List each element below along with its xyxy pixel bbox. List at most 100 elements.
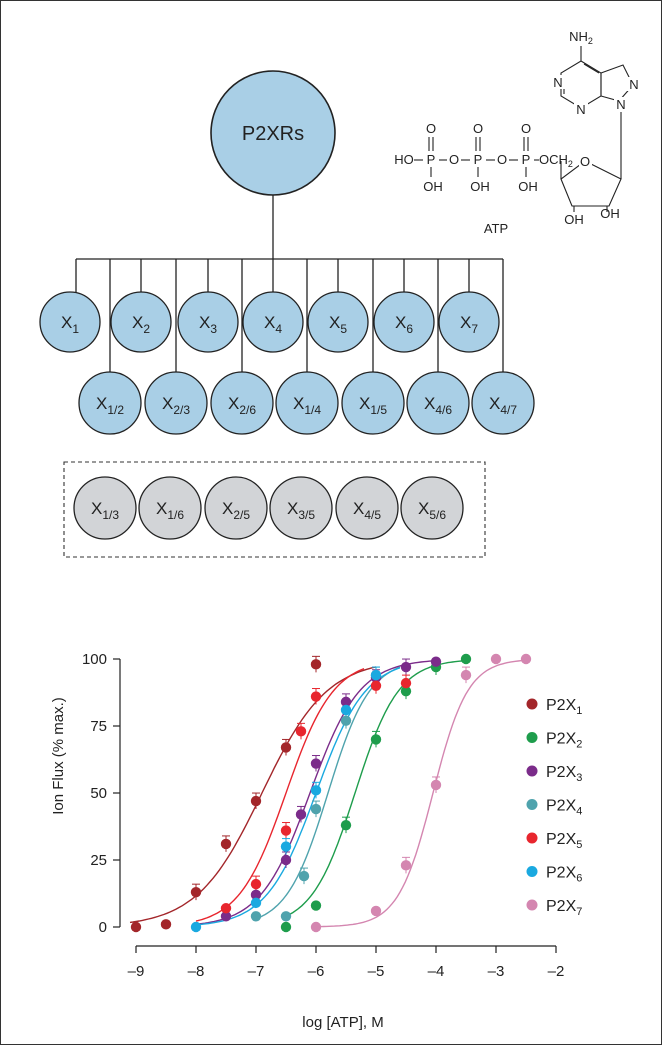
legend-item: P2X1 [527, 697, 583, 717]
heteromer-node: X1/2 [79, 372, 141, 434]
legend-item: P2X6 [527, 865, 583, 885]
x-tick-label: –4 [428, 963, 445, 980]
legend-label: P2X6 [546, 865, 582, 885]
y-tick-label: 100 [82, 651, 107, 668]
homomer-node: X2 [111, 292, 171, 352]
atp-o-top: O [521, 121, 531, 136]
putative-node: X2/5 [205, 477, 267, 539]
legend-marker [527, 799, 538, 810]
y-tick-label: 25 [90, 852, 107, 869]
data-point-p2x2 [341, 820, 351, 830]
data-point-p2x2 [311, 900, 321, 910]
data-point-p2x6 [251, 898, 261, 908]
legend-label: P2X3 [546, 764, 582, 784]
data-point-p2x5 [401, 678, 411, 688]
data-point-p2x7 [431, 780, 441, 790]
homomeric-row: X1 X2 X3 X4 X5 X6 X7 [40, 292, 499, 352]
fit-curve-p2x5 [196, 669, 364, 922]
legend-marker [527, 699, 538, 710]
y-tick-label: 0 [99, 919, 107, 936]
putative-node: X3/5 [270, 477, 332, 539]
atp-och2: OCH2 [539, 152, 573, 169]
root-label: P2XRs [242, 123, 304, 145]
heteromer-node: X1/5 [342, 372, 404, 434]
legend-marker [527, 732, 538, 743]
data-point-p2x5 [371, 681, 381, 691]
homomer-node: X3 [178, 292, 238, 352]
legend-label: P2X7 [546, 898, 582, 918]
atp-caption: ATP [484, 221, 508, 236]
atp-p3: P [522, 152, 531, 167]
y-tick-label: 50 [90, 785, 107, 802]
legend-item: P2X4 [527, 798, 583, 818]
data-point-p2x4 [251, 911, 261, 921]
data-point-p2x4 [299, 871, 309, 881]
data-point-p2x1 [131, 922, 141, 932]
heteromer-node: X2/6 [211, 372, 273, 434]
x-tick-label: –3 [488, 963, 505, 980]
data-point-p2x3 [281, 855, 291, 865]
data-point-p2x1 [281, 742, 291, 752]
atp-o-link: O [497, 152, 507, 167]
homomer-node: X1 [40, 292, 100, 352]
atp-p-oh: OH [423, 179, 443, 194]
atp-ho: HO [394, 152, 414, 167]
atp-ribose-o: O [580, 154, 590, 169]
data-point-p2x3 [431, 656, 441, 666]
data-point-p2x1 [251, 796, 261, 806]
legend-label: P2X4 [546, 798, 582, 818]
x-tick-label: –7 [248, 963, 265, 980]
data-point-p2x2 [281, 922, 291, 932]
x-axis-label: log [ATP], M [302, 1014, 383, 1031]
atp-o-top: O [426, 121, 436, 136]
atp-n9: N [616, 97, 625, 112]
legend-label: P2X5 [546, 831, 582, 851]
homomer-node: X7 [439, 292, 499, 352]
atp-n3: N [576, 102, 585, 117]
heteromer-node: X2/3 [145, 372, 207, 434]
putative-node: X5/6 [401, 477, 463, 539]
data-point-p2x5 [296, 726, 306, 736]
legend-item: P2X3 [527, 764, 583, 784]
homomer-node: X4 [243, 292, 303, 352]
data-point-p2x3 [401, 662, 411, 672]
atp-n7: N [629, 77, 638, 92]
y-axis-label: Ion Flux (% max.) [50, 697, 67, 815]
data-point-p2x5 [281, 825, 291, 835]
data-point-p2x7 [461, 670, 471, 680]
legend-item: P2X2 [527, 731, 583, 751]
data-point-p2x3 [296, 809, 306, 819]
atp-p1: P [427, 152, 436, 167]
legend-label: P2X1 [546, 697, 582, 717]
legend-marker [527, 833, 538, 844]
data-point-p2x2 [371, 734, 381, 744]
homomer-node: X6 [374, 292, 434, 352]
x-tick-label: –6 [308, 963, 325, 980]
data-point-p2x1 [161, 919, 171, 929]
chart-axes: 0 25 50 75 100 –9 –8 –7 –6 –5 –4 –3 –2 [82, 651, 564, 980]
legend-marker [527, 900, 538, 911]
x-tick-label: –8 [188, 963, 205, 980]
chart-legend: P2X1 P2X2 P2X3 P2X4 P2X5 P2X6 P2X7 [527, 697, 583, 918]
data-point-p2x7 [491, 654, 501, 664]
p2x-tree-diagram: P2XRs X1 X2 X3 X4 X5 X6 X7 X1/2 X2/3 X2/6 X1/4 X1/… [40, 71, 534, 557]
data-point-p2x7 [371, 906, 381, 916]
data-point-p2x6 [191, 922, 201, 932]
legend-marker [527, 766, 538, 777]
legend-item: P2X5 [527, 831, 583, 851]
data-point-p2x7 [311, 922, 321, 932]
putative-node: X4/5 [336, 477, 398, 539]
atp-pyrimidine-ring [561, 61, 601, 108]
data-point-p2x1 [221, 839, 231, 849]
data-point-p2x3 [311, 758, 321, 768]
x-tick-label: –5 [368, 963, 385, 980]
fit-curve-p2x6 [196, 668, 400, 925]
atp-o-top: O [473, 121, 483, 136]
legend-item: P2X7 [527, 898, 583, 918]
data-point-p2x4 [311, 804, 321, 814]
x-tick-label: –9 [128, 963, 145, 980]
fit-curves [130, 660, 526, 926]
data-point-p2x5 [251, 879, 261, 889]
